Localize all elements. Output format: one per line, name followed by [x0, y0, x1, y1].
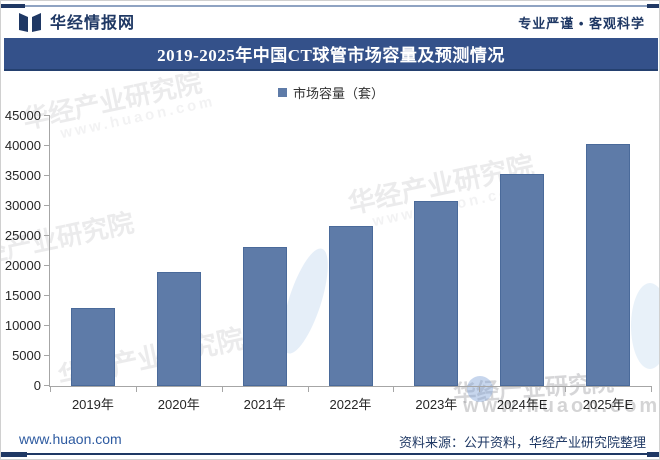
- bar-2023年: [414, 201, 459, 386]
- y-axis-tick-label: 0: [33, 378, 41, 393]
- x-axis-tick: [393, 386, 395, 392]
- x-axis-tick: [479, 386, 481, 392]
- x-axis-tick: [565, 386, 567, 392]
- bar-chart-plot: 0 5000 10000 15000 20000 25000 30000 35000 40000…: [5, 109, 652, 412]
- y-axis-tick-label: 45000: [4, 108, 41, 123]
- y-axis-tick: [44, 295, 50, 296]
- x-axis-category-label: 2021年: [243, 397, 286, 412]
- bar-2022年: [328, 225, 373, 386]
- x-axis-category-label: 2023年: [415, 397, 458, 412]
- y-axis-tick: [44, 355, 50, 356]
- x-axis-category-label: 2020年: [157, 397, 200, 412]
- brand-logo-icon: [19, 13, 41, 32]
- x-axis-category-label: 2022年: [329, 397, 372, 412]
- header-slogan: 专业严谨 • 客观科学: [518, 16, 645, 31]
- y-axis-tick: [44, 205, 50, 206]
- y-axis-tick: [44, 235, 50, 236]
- x-axis-tick: [307, 386, 309, 392]
- y-axis-tick-label: 5000: [12, 348, 41, 363]
- chart-title: 2019-2025年中国CT球管市场容量及预测情况: [157, 46, 505, 65]
- y-axis-tick-label: 20000: [4, 258, 41, 273]
- y-axis-tick-label: 25000: [4, 228, 41, 243]
- bar-2019年: [70, 308, 115, 386]
- footer: www.huaon.com 资料来源：公开资料，华经产业研究院整理: [1, 429, 659, 451]
- bar-2024年E: [500, 173, 545, 386]
- x-axis-tick: [135, 386, 137, 392]
- bottom-divider: [1, 452, 659, 457]
- y-axis-tick: [44, 385, 50, 386]
- y-axis-tick: [44, 145, 50, 146]
- brand: 华经情报网: [17, 9, 135, 33]
- x-axis-tick: [50, 386, 51, 392]
- y-axis-tick-label: 40000: [4, 138, 41, 153]
- legend: 市场容量（套）: [1, 83, 659, 102]
- bar-2025年E: [586, 144, 631, 386]
- x-axis-category-label: 2024年E: [496, 397, 548, 412]
- y-axis-tick-label: 15000: [4, 288, 41, 303]
- chart-title-banner: 2019-2025年中国CT球管市场容量及预测情况: [4, 38, 658, 71]
- brand-name: 华经情报网: [50, 15, 136, 32]
- y-axis-tick-label: 30000: [4, 198, 41, 213]
- y-axis-tick-label: 35000: [4, 168, 41, 183]
- y-axis-tick: [44, 265, 50, 266]
- y-axis-tick: [44, 325, 50, 326]
- bar-2020年: [156, 272, 201, 386]
- footer-url[interactable]: www.huaon.com: [19, 431, 122, 447]
- legend-marker: [277, 88, 287, 97]
- x-axis-category-label: 2025年E: [582, 397, 634, 412]
- y-axis-tick-label: 10000: [4, 318, 41, 333]
- x-axis-category-label: 2019年: [71, 397, 114, 412]
- y-axis-tick: [44, 115, 50, 116]
- header: 华经情报网 专业严谨 • 客观科学: [1, 9, 659, 35]
- bar-2021年: [242, 246, 287, 386]
- y-axis-tick: [44, 175, 50, 176]
- top-divider: [1, 4, 659, 8]
- footer-source-note: 资料来源：公开资料，华经产业研究院整理: [398, 435, 646, 450]
- x-axis-tick: [651, 386, 652, 392]
- legend-label: 市场容量（套）: [292, 86, 384, 101]
- x-axis-tick: [221, 386, 223, 392]
